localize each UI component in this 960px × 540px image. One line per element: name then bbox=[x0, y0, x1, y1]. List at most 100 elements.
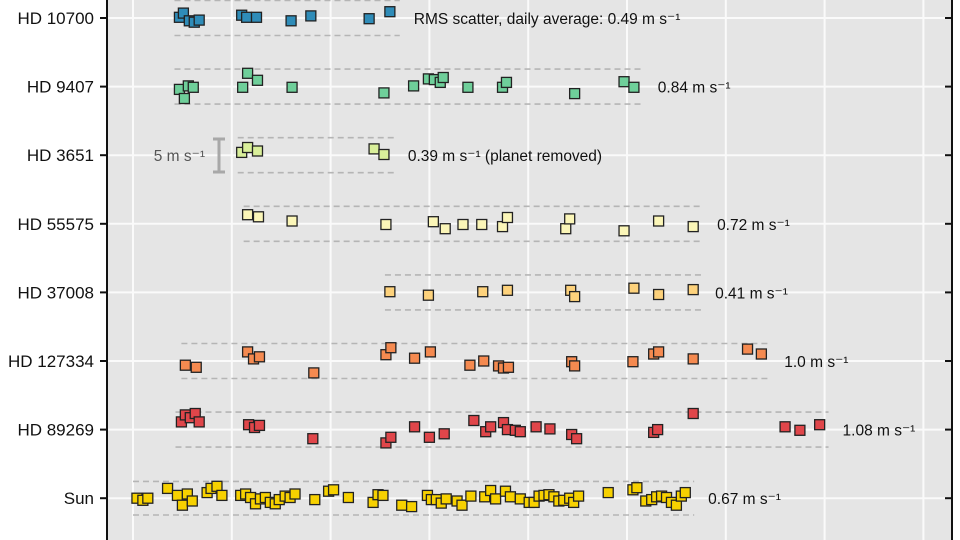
data-point bbox=[687, 407, 699, 420]
data-point bbox=[378, 148, 390, 161]
data-point bbox=[407, 80, 420, 92]
data-point bbox=[479, 491, 491, 503]
rms-annotation: 0.72 m s⁻¹ bbox=[717, 217, 790, 234]
data-point bbox=[305, 10, 317, 22]
data-point bbox=[456, 499, 468, 511]
data-point bbox=[568, 87, 581, 100]
data-point bbox=[240, 11, 253, 23]
data-point bbox=[190, 361, 202, 373]
data-point bbox=[285, 15, 297, 27]
data-point bbox=[186, 495, 198, 507]
data-point bbox=[384, 286, 396, 298]
data-point bbox=[241, 346, 254, 358]
data-point bbox=[485, 421, 497, 433]
data-point bbox=[178, 92, 191, 105]
y-tick-label: Sun bbox=[64, 489, 94, 508]
data-point bbox=[504, 491, 517, 503]
data-point bbox=[187, 81, 199, 93]
data-point bbox=[687, 283, 699, 296]
data-point bbox=[252, 211, 265, 223]
rms-annotation: 0.67 m s⁻¹ bbox=[708, 491, 781, 508]
data-point bbox=[253, 419, 266, 432]
data-point bbox=[489, 493, 502, 505]
data-point bbox=[241, 141, 254, 154]
data-point bbox=[384, 6, 396, 18]
data-point bbox=[631, 482, 643, 494]
data-point bbox=[628, 282, 640, 294]
data-point bbox=[286, 215, 298, 227]
rms-annotation: 0.39 m s⁻¹ (planet removed) bbox=[408, 148, 602, 165]
rms-annotation: RMS scatter, daily average: 0.49 m s⁻¹ bbox=[414, 11, 681, 28]
data-point bbox=[385, 342, 397, 354]
rms-annotation: 1.0 m s⁻¹ bbox=[784, 354, 848, 371]
data-point bbox=[251, 74, 264, 86]
data-point bbox=[161, 482, 174, 495]
data-point bbox=[468, 414, 480, 427]
data-point bbox=[618, 225, 630, 237]
data-point bbox=[405, 500, 418, 513]
data-point bbox=[427, 216, 440, 228]
data-point bbox=[253, 351, 266, 363]
data-point bbox=[602, 486, 614, 499]
data-point bbox=[439, 223, 451, 235]
data-point bbox=[501, 211, 514, 224]
data-point bbox=[478, 355, 490, 367]
data-point bbox=[289, 488, 301, 500]
data-point bbox=[465, 490, 477, 502]
y-tick-label: HD 37008 bbox=[17, 283, 94, 302]
data-point bbox=[741, 343, 754, 355]
data-point bbox=[237, 81, 249, 93]
data-point bbox=[570, 433, 583, 445]
data-point bbox=[216, 489, 228, 502]
data-point bbox=[193, 416, 205, 428]
data-point bbox=[176, 499, 189, 511]
data-point bbox=[476, 218, 488, 231]
data-point bbox=[568, 360, 581, 372]
data-point bbox=[422, 289, 435, 301]
data-points bbox=[131, 6, 826, 513]
data-point bbox=[424, 346, 437, 358]
data-point bbox=[572, 490, 585, 502]
data-point bbox=[477, 286, 489, 298]
data-point bbox=[779, 421, 791, 433]
data-point bbox=[652, 346, 665, 358]
data-point bbox=[142, 492, 154, 504]
rms-annotation: 0.84 m s⁻¹ bbox=[658, 80, 731, 97]
data-point bbox=[342, 491, 355, 504]
data-point bbox=[560, 223, 572, 235]
scale-bar: 5 m s⁻¹ bbox=[154, 137, 225, 174]
data-point bbox=[514, 426, 526, 438]
data-point bbox=[794, 424, 806, 436]
data-point bbox=[814, 419, 826, 431]
data-point bbox=[307, 433, 319, 445]
y-tick-label: HD 55575 bbox=[17, 215, 94, 234]
data-point bbox=[627, 356, 639, 368]
data-point bbox=[251, 145, 264, 157]
data-point bbox=[377, 489, 389, 502]
data-point bbox=[408, 352, 421, 364]
data-point bbox=[568, 290, 581, 303]
data-point bbox=[309, 493, 321, 506]
data-point bbox=[241, 67, 254, 79]
data-point bbox=[457, 218, 469, 231]
data-point bbox=[440, 493, 452, 505]
rms-annotation: 0.41 m s⁻¹ bbox=[715, 285, 788, 302]
data-point bbox=[368, 143, 380, 155]
data-point bbox=[408, 421, 421, 433]
data-point bbox=[385, 431, 397, 443]
data-point bbox=[241, 209, 254, 221]
scatter-bands bbox=[133, 0, 829, 516]
y-tick-label: HD 10700 bbox=[17, 9, 94, 28]
data-point bbox=[564, 213, 576, 225]
data-point bbox=[378, 87, 390, 99]
scale-bar-label: 5 m s⁻¹ bbox=[154, 148, 205, 165]
data-point bbox=[651, 423, 664, 436]
data-point bbox=[501, 284, 514, 296]
y-tick-label: HD 127334 bbox=[8, 352, 94, 371]
data-point bbox=[171, 489, 184, 502]
row-labels: HD 10700 RMS scatter, daily average: 0.49… bbox=[8, 9, 915, 508]
data-point bbox=[308, 367, 320, 379]
data-point bbox=[380, 218, 392, 231]
data-point bbox=[437, 71, 449, 84]
